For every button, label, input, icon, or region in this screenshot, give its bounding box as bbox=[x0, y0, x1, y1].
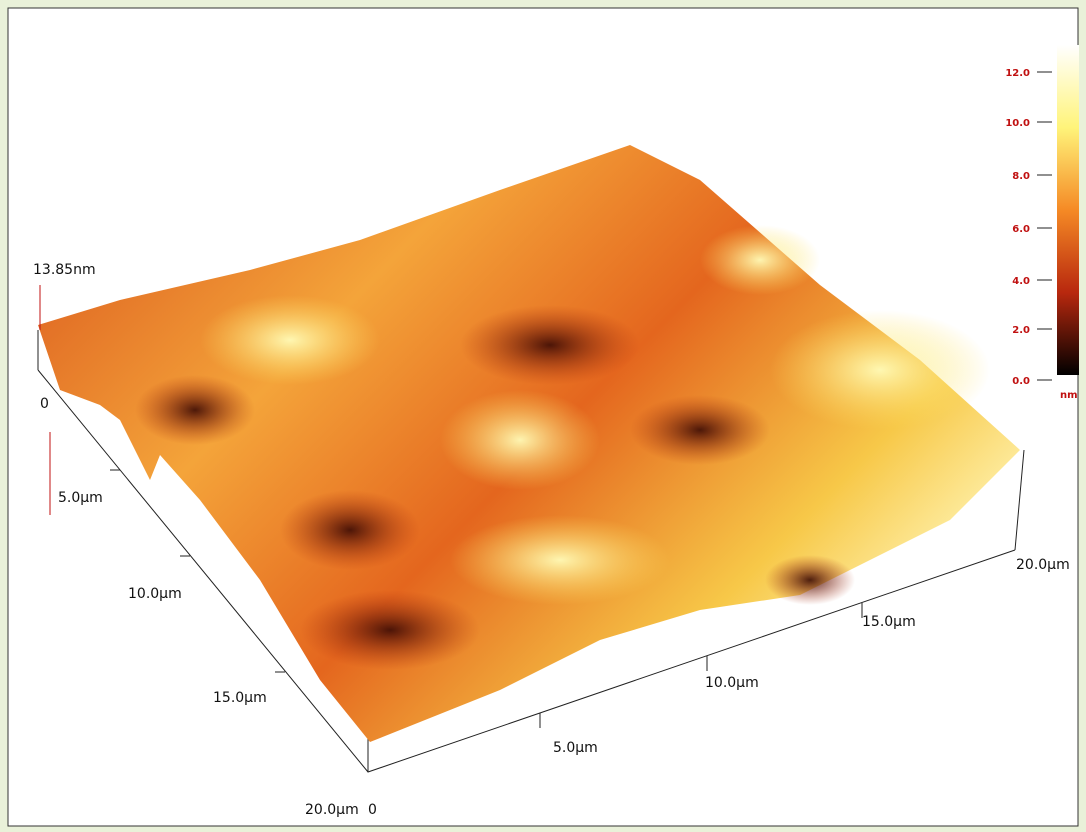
peak bbox=[770, 310, 990, 430]
afm-view: 13.85nm 0 5.0µm 10.0µm 15.0µm 20.0µm 0 5… bbox=[0, 0, 1086, 832]
valley bbox=[630, 395, 770, 465]
valley bbox=[135, 375, 255, 445]
tick-label: 10.0µm bbox=[128, 586, 182, 602]
page: 13.85nm 0 5.0µm 10.0µm 15.0µm 20.0µm 0 5… bbox=[0, 0, 1086, 832]
colorbar-unit: nm bbox=[1060, 390, 1078, 401]
axis-origin: 0 bbox=[368, 802, 377, 818]
tick-label: 15.0µm bbox=[862, 614, 916, 630]
colorbar-tick-label: 12.0 bbox=[1005, 68, 1030, 79]
tick-label: 20.0µm bbox=[1016, 557, 1070, 573]
valley bbox=[765, 555, 855, 605]
colorbar-tick-label: 10.0 bbox=[1005, 118, 1030, 129]
valley bbox=[300, 590, 480, 670]
peak bbox=[200, 295, 380, 385]
valley bbox=[460, 305, 640, 385]
tick-label: 10.0µm bbox=[705, 675, 759, 691]
colorbar-tick-label: 2.0 bbox=[1012, 325, 1030, 336]
colorbar-tick-label: 8.0 bbox=[1012, 171, 1030, 182]
axis-origin: 0 bbox=[40, 396, 49, 412]
colorbar-tick-label: 0.0 bbox=[1012, 376, 1030, 387]
valley bbox=[280, 490, 420, 570]
colorbar-tick-label: 6.0 bbox=[1012, 224, 1030, 235]
height-label: 13.85nm bbox=[33, 262, 96, 278]
peak bbox=[700, 225, 820, 295]
tick-label: 5.0µm bbox=[58, 490, 103, 506]
tick-label: 20.0µm bbox=[305, 802, 359, 818]
tick-label: 5.0µm bbox=[553, 740, 598, 756]
tick-label: 15.0µm bbox=[213, 690, 267, 706]
colorbar-tick-label: 4.0 bbox=[1012, 276, 1030, 287]
colorbar bbox=[1057, 45, 1079, 375]
peak bbox=[450, 515, 670, 605]
peak bbox=[440, 390, 600, 490]
